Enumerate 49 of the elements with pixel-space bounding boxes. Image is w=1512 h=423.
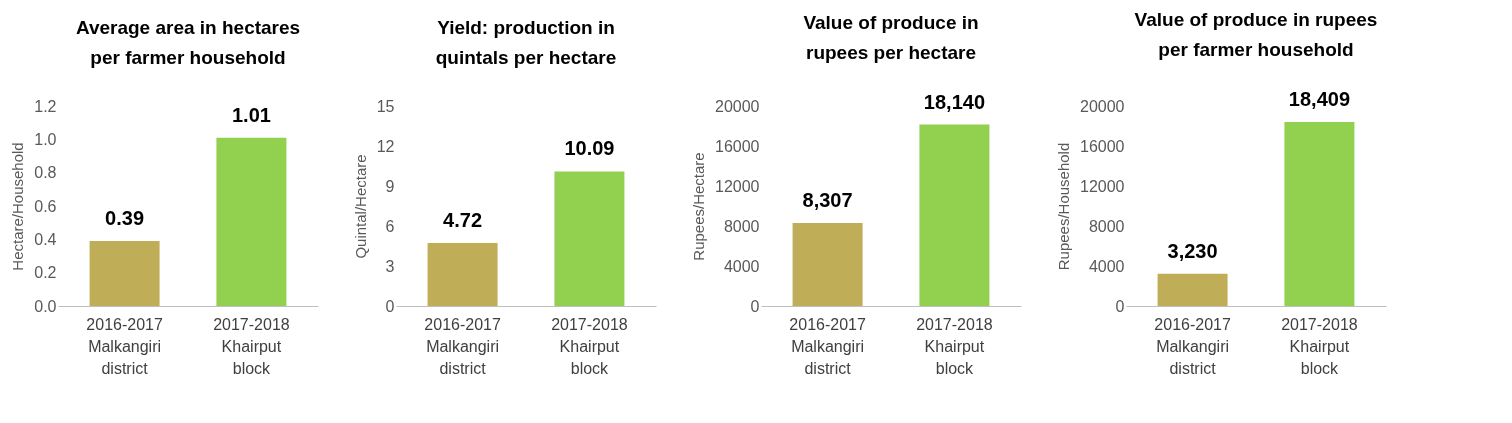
data-label: 10.09 [564,137,615,160]
y-axis-title: Rupees/Hectare [690,152,708,261]
y-axis-title: Rupees/Household [1055,142,1073,271]
data-label: 3,230 [1167,239,1218,262]
y-tick-label: 0.2 [34,264,57,282]
data-label: 8,307 [802,188,853,211]
chart-title: Average area in hectares per farmer household [75,17,301,68]
x-tick-label: 2017-2018 Khairput block [213,315,290,377]
y-tick-label: 15 [376,97,395,115]
y-tick-label: 0.0 [34,297,57,315]
chart-title: Value of produce in rupees per farmer household [1134,8,1378,60]
y-tick-label: 16000 [1080,137,1125,155]
y-axis-title: Hectare/Household [9,142,27,271]
data-label: 1.01 [231,103,271,126]
data-label: 4.72 [443,209,483,232]
y-tick-label: 8000 [1088,217,1125,235]
x-tick-label: 2016-2017 Malkangiri district [86,315,163,377]
x-tick-label: 2017-2018 Khairput block [916,315,993,377]
y-tick-label: 12000 [715,177,760,195]
y-tick-label: 8000 [723,217,760,235]
y-tick-label: 16000 [715,137,760,155]
x-tick-label: 2017-2018 Khairput block [551,315,628,377]
y-tick-label: 20000 [715,97,760,115]
y-tick-label: 0 [1115,297,1125,315]
y-tick-label: 4000 [1088,257,1125,275]
x-tick-label: 2016-2017 Malkangiri district [789,315,866,377]
y-tick-label: 9 [385,177,395,195]
y-tick-label: 1.0 [34,130,57,148]
data-label: 18,140 [923,90,985,113]
y-tick-label: 0.8 [34,164,57,182]
x-tick-label: 2016-2017 Malkangiri district [424,315,501,377]
data-label: 0.39 [105,207,145,229]
y-tick-label: 0 [750,297,760,315]
chart-title: Value of produce in rupees per hectare [803,11,979,63]
chart-title: Yield: production in quintals per hectare [435,17,617,68]
y-tick-label: 0 [385,297,395,315]
y-tick-label: 1.2 [34,97,57,115]
y-tick-label: 3 [385,257,395,275]
x-tick-label: 2016-2017 Malkangiri district [1154,315,1231,377]
y-tick-label: 20000 [1080,97,1125,115]
y-tick-label: 12 [376,137,395,155]
y-tick-label: 6 [385,217,395,235]
x-tick-label: 2017-2018 Khairput block [1281,315,1358,377]
y-axis-title: Quintal/Hectare [351,154,369,259]
y-tick-label: 0.6 [34,197,57,215]
y-tick-label: 12000 [1080,177,1125,195]
data-label: 18,409 [1288,87,1350,110]
y-tick-label: 0.4 [34,230,57,248]
y-tick-label: 4000 [723,257,760,275]
